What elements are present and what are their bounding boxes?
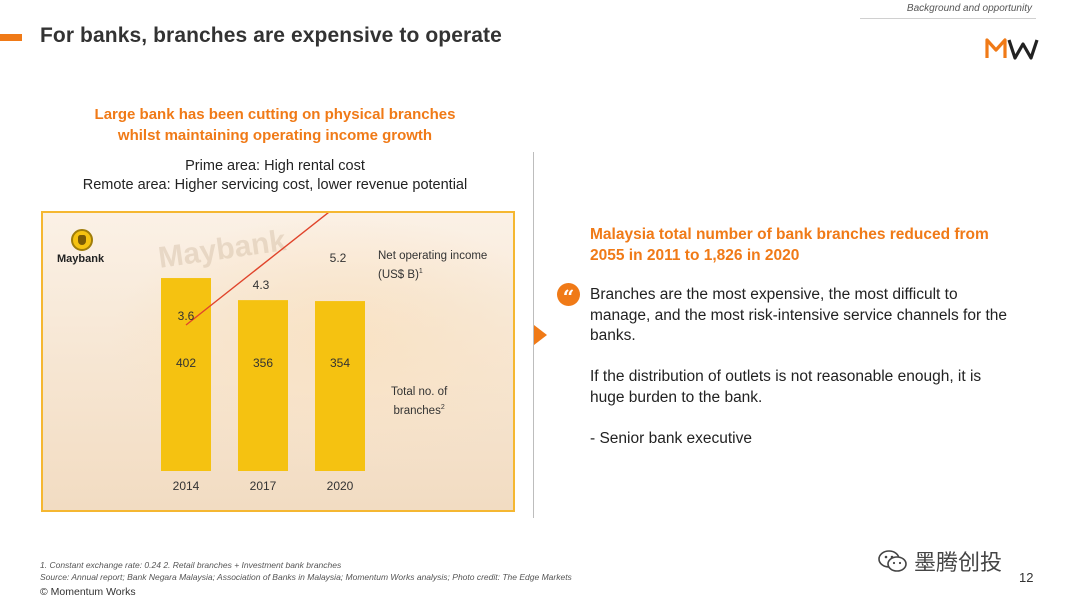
category-label-2017: 2017: [250, 479, 277, 493]
quote-icon: “: [557, 283, 580, 309]
left-headline-line1: Large bank has been cutting on physical …: [94, 106, 456, 123]
noi-label-2014: 3.6: [178, 309, 195, 323]
bar-2017: [238, 300, 288, 471]
maybank-logo-text: Maybank: [57, 253, 105, 265]
bar-label-2017: 356: [253, 356, 273, 370]
left-subtitle: Prime area: High rental cost Remote area…: [40, 157, 510, 195]
legend-branches-line2: branches: [393, 404, 441, 417]
footnote-line1: 1. Constant exchange rate: 0.24 2. Retai…: [40, 560, 342, 570]
legend-noi-sup: 1: [418, 268, 423, 275]
bar-2014: [161, 278, 211, 471]
section-label: Background and opportunity: [906, 3, 1032, 14]
left-headline: Large bank has been cutting on physical …: [40, 104, 510, 146]
section-underline: [860, 18, 1036, 19]
right-headline-line1: Malaysia total number of bank branches r…: [590, 226, 989, 243]
page-number: 12: [1019, 570, 1034, 585]
legend-noi-line1: Net operating income: [378, 250, 488, 262]
maybank-logo: Maybank: [57, 229, 117, 265]
footnote-source: Source: Annual report; Bank Negara Malay…: [40, 572, 572, 582]
legend-branches-line1: Total no. of: [391, 386, 448, 398]
copyright: © Momentum Works: [40, 586, 136, 598]
page-title: For banks, branches are expensive to ope…: [40, 24, 502, 47]
bar-label-2020: 354: [330, 356, 350, 370]
maybank-chart: Maybank Maybank 402 2014 356 2017 354 2020 3.6…: [41, 211, 515, 512]
legend-total-branches: Total no. of branches2: [391, 385, 447, 419]
category-label-2014: 2014: [173, 479, 200, 493]
left-subtitle-line2: Remote area: Higher servicing cost, lowe…: [82, 177, 468, 193]
bar-label-2014: 402: [176, 356, 196, 370]
quote-paragraph-2: If the distribution of outlets is not re…: [590, 368, 982, 406]
right-headline: Malaysia total number of bank branches r…: [590, 224, 1010, 266]
left-headline-line2: whilst maintaining operating income grow…: [117, 127, 433, 144]
quote-body: Branches are the most expensive, the mos…: [590, 285, 1010, 449]
wechat-watermark: 墨腾创投: [878, 545, 1002, 577]
chart-svg: 402 2014 356 2017 354 2020 3.6 4.3 5.2: [161, 213, 365, 493]
legend-noi-line2: (US$ B): [378, 268, 419, 281]
vertical-divider: [533, 152, 534, 518]
momentum-works-logo-icon: [985, 38, 1039, 60]
title-accent-bar: [0, 34, 22, 41]
legend-branches-sup: 2: [440, 404, 445, 411]
wechat-icon: [878, 550, 907, 572]
noi-label-2020: 5.2: [330, 251, 347, 265]
left-subtitle-line1: Prime area: High rental cost: [185, 158, 365, 174]
wechat-account-name: 墨腾创投: [914, 551, 1003, 576]
category-label-2020: 2020: [327, 479, 354, 493]
noi-trend-line: [185, 213, 329, 326]
right-headline-line2: 2055 in 2011 to 1,826 in 2020: [590, 247, 800, 264]
maybank-tiger-icon: [71, 229, 93, 251]
legend-net-operating-income: Net operating income (US$ B)1: [378, 249, 487, 283]
noi-label-2017: 4.3: [253, 278, 270, 292]
arrow-right-icon: [534, 325, 547, 345]
quote-paragraph-1: Branches are the most expensive, the mos…: [590, 286, 1007, 344]
footnotes: 1. Constant exchange rate: 0.24 2. Retai…: [40, 559, 572, 583]
quote-attribution: - Senior bank executive: [590, 429, 752, 447]
bar-2020: [315, 301, 365, 471]
